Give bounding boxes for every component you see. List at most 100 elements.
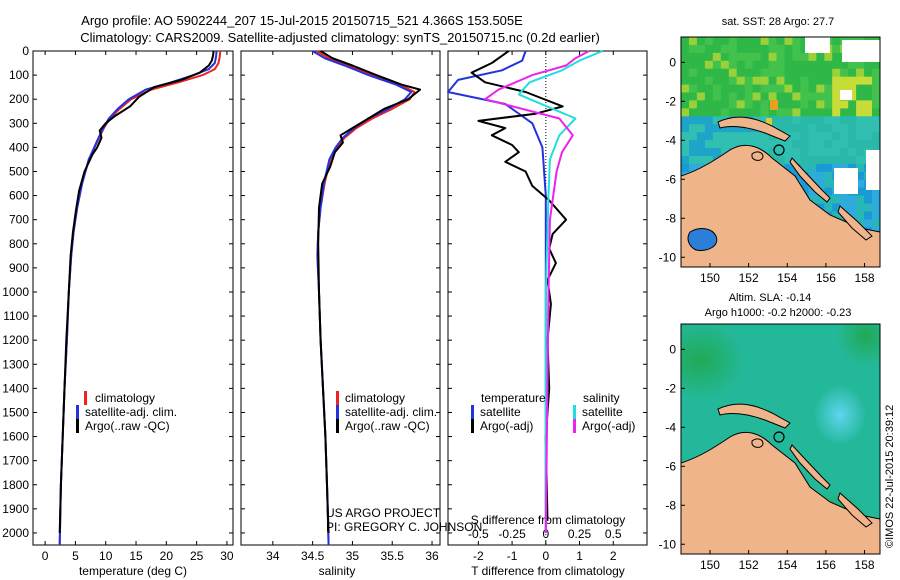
sst-cell <box>704 124 714 133</box>
sst-cell <box>760 76 770 86</box>
sst-cell <box>824 187 833 197</box>
sst-cell <box>800 163 809 173</box>
sst-cell <box>848 108 857 117</box>
sst-cell <box>848 195 857 204</box>
sst-cell <box>689 140 698 149</box>
bougainville-island <box>837 492 873 528</box>
sst-cell <box>712 52 722 62</box>
sst-cell <box>840 148 849 157</box>
sst-cell <box>800 132 809 141</box>
sst-cell <box>816 179 825 189</box>
sst-cell <box>792 68 801 78</box>
sst-cell <box>856 187 865 197</box>
sst-cell <box>689 100 698 109</box>
sst-cell <box>704 37 714 46</box>
sst-cell <box>832 60 841 70</box>
sst-cell <box>792 100 801 109</box>
sst-cell <box>689 84 698 93</box>
sst-cell <box>808 124 817 133</box>
sst-cell <box>712 84 722 93</box>
sst-cloud-gap <box>805 37 830 53</box>
sst-cell <box>840 108 849 117</box>
sst-cell <box>752 140 762 149</box>
sst-cell <box>696 124 706 133</box>
sst-cell <box>720 84 730 93</box>
sst-cell <box>848 211 857 220</box>
sst-cell <box>872 76 880 86</box>
depth-tick-label: 700 <box>9 213 29 227</box>
sst-cell <box>784 84 793 93</box>
sst-cell <box>824 132 833 141</box>
map-y-tick-label: 0 <box>669 55 676 69</box>
depth-tick-label: 400 <box>9 140 29 154</box>
sst-cell <box>864 116 873 125</box>
sst-cell <box>696 156 706 165</box>
sst-cell <box>744 68 754 78</box>
legend-label-satellite: satellite-adj. clim. <box>85 405 177 419</box>
map-y-tick-label: -6 <box>665 459 676 473</box>
sst-cell <box>736 140 746 149</box>
sst-cell <box>760 140 770 149</box>
sst-cell <box>816 148 825 157</box>
sst-cell <box>864 60 873 70</box>
difference-xlabel: T difference from climatology <box>471 564 625 578</box>
sst-cell <box>704 148 714 157</box>
sst-cell <box>784 52 793 62</box>
sst-cell <box>689 108 698 117</box>
sst-cell <box>856 163 865 173</box>
sst-cell <box>720 132 730 141</box>
sst-cell <box>704 60 714 70</box>
sst-cell <box>696 148 706 157</box>
s-diff-tick-label: -0.25 <box>498 527 526 541</box>
sst-cell <box>872 60 880 70</box>
sst-cell <box>824 171 833 181</box>
sst-cell <box>736 76 746 86</box>
sst-cell <box>752 44 762 54</box>
sst-cell <box>760 100 770 109</box>
sst-cell <box>744 132 754 141</box>
sst-cell <box>800 108 809 117</box>
sst-cell <box>689 156 698 165</box>
sst-cell <box>681 116 690 125</box>
sst-cell <box>681 132 690 141</box>
sst-cell <box>832 100 841 109</box>
sst-cell <box>832 148 841 157</box>
series-line-satellite-adj-clim- <box>58 50 218 546</box>
sst-cell <box>856 68 865 78</box>
sst-cell <box>681 148 690 157</box>
sst-cell <box>744 52 754 62</box>
sst-cell <box>681 163 690 173</box>
small-island <box>751 438 764 448</box>
sst-cell <box>840 203 849 212</box>
sst-cell <box>840 100 849 109</box>
sst-cell <box>736 124 746 133</box>
legend-swatch-sal-argo <box>573 419 576 433</box>
argo-float-marker <box>773 144 785 156</box>
sst-cell <box>840 124 849 133</box>
sst-cell <box>736 68 746 78</box>
sst-warm-spot <box>766 118 772 126</box>
sst-cell <box>824 92 833 101</box>
sst-cell <box>808 148 817 157</box>
map-y-tick-label: -2 <box>665 381 676 395</box>
sst-cell <box>832 68 841 78</box>
map-x-tick-label: 158 <box>855 558 875 572</box>
sst-cell <box>696 132 706 141</box>
sst-cell <box>856 211 865 220</box>
sst-cell <box>824 76 833 86</box>
sst-cell <box>704 108 714 117</box>
sst-cell <box>768 52 778 62</box>
map-y-tick-label: -10 <box>659 250 677 264</box>
sst-cell <box>808 92 817 101</box>
map-x-tick-label: 150 <box>700 558 720 572</box>
depth-tick-label: 1600 <box>2 430 29 444</box>
sst-cell <box>840 84 849 93</box>
sst-cell <box>689 124 698 133</box>
sst-cell <box>760 116 770 125</box>
sst-cell <box>800 92 809 101</box>
legend-label-climatology: climatology <box>95 391 155 405</box>
sst-cell <box>872 140 880 149</box>
lagoon-water <box>687 228 718 251</box>
sst-cell <box>681 52 690 62</box>
